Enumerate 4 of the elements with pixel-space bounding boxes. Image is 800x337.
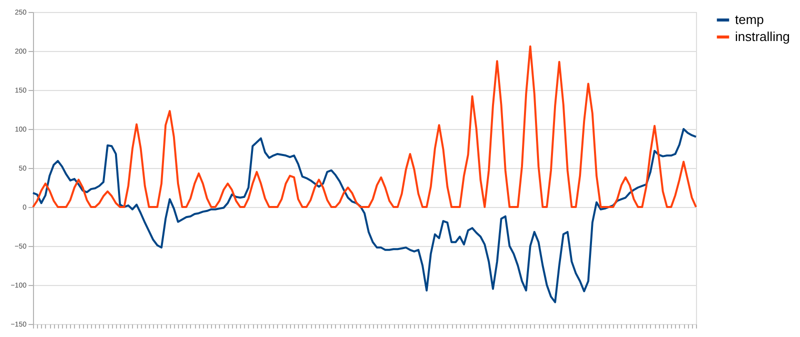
line-series <box>32 45 697 208</box>
line-series <box>32 128 697 304</box>
legend-label: temp <box>735 12 764 27</box>
legend-label: instralling <box>735 29 790 44</box>
